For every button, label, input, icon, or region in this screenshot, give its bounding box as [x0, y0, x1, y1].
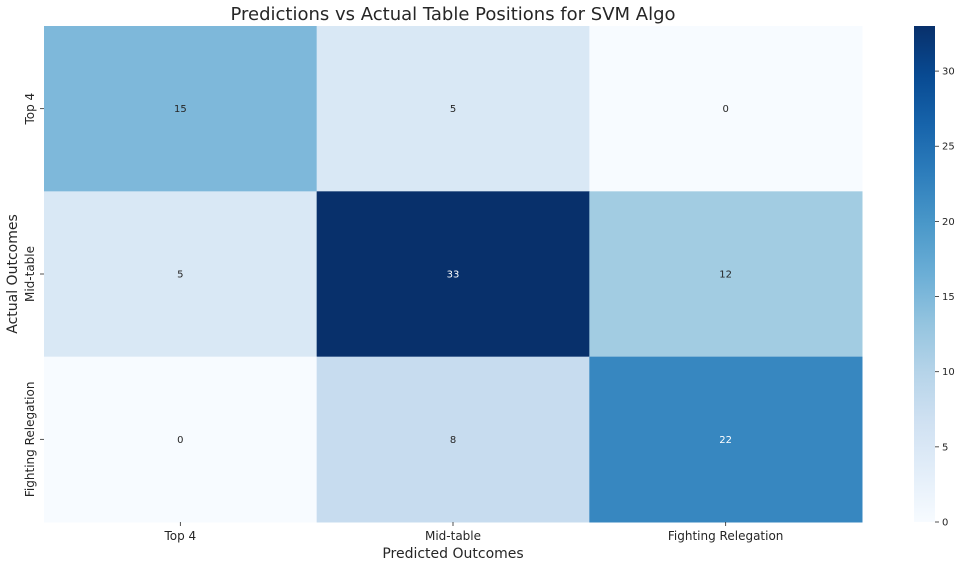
cell-value-label-r2-c0: 0	[177, 435, 183, 446]
x-tick-label-mid-table: Mid-table	[425, 529, 481, 543]
x-axis-label: Predicted Outcomes	[382, 546, 523, 562]
colorbar-tick-label-10: 10	[942, 367, 955, 378]
cell-value-label-r1-c2: 12	[719, 270, 732, 281]
x-axis-ticks: Top 4 Mid-table Fighting Relegation	[163, 522, 783, 543]
y-tick-label-fighting-relegation: Fighting Relegation	[23, 382, 37, 498]
x-tick-label-top-4: Top 4	[163, 529, 196, 543]
cell-value-label-r2-c2: 22	[719, 435, 732, 446]
heatmap-cell-r0-c2	[589, 26, 863, 192]
cell-value-label-r0-c1: 5	[450, 104, 456, 115]
heatmap-cell-r2-c1	[316, 356, 590, 523]
heatmap-cell-r2-c2	[589, 356, 863, 523]
cell-value-label-r1-c1: 33	[447, 270, 460, 281]
cell-value-label-r2-c1: 8	[450, 435, 456, 446]
colorbar-tick-label-20: 20	[942, 217, 955, 228]
colorbar-tick-label-30: 30	[942, 67, 955, 78]
heatmap-cell-r1-c2	[589, 191, 863, 358]
cell-value-label-r1-c0: 5	[177, 270, 183, 281]
heatmap-cell-r1-c0	[44, 191, 318, 358]
colorbar	[914, 26, 935, 522]
chart-title: Predictions vs Actual Table Positions fo…	[230, 4, 675, 25]
colorbar-tick-label-5: 5	[942, 442, 948, 453]
heatmap-cell-r1-c1	[316, 191, 590, 358]
heatmap-cell-r0-c1	[316, 26, 590, 192]
y-tick-label-mid-table: Mid-table	[23, 246, 37, 302]
y-tick-label-top-4: Top 4	[23, 93, 37, 126]
heatmap-cell-r0-c0	[44, 26, 318, 192]
colorbar-ticks: 0 5 10 15 20 25 30	[935, 67, 955, 529]
colorbar-tick-label-15: 15	[942, 292, 955, 303]
y-axis-label: Actual Outcomes	[5, 214, 21, 334]
heatmap-cell-r2-c0	[44, 356, 318, 523]
cell-value-label-r0-c0: 15	[174, 104, 187, 115]
cell-value-label-r0-c2: 0	[722, 104, 728, 115]
x-tick-label-fighting-relegation: Fighting Relegation	[668, 529, 784, 543]
y-axis-ticks: Top 4 Mid-table Fighting Relegation	[23, 93, 44, 497]
colorbar-tick-label-25: 25	[942, 142, 955, 153]
heatmap-cells: 15 5 0 5 33 12 0 8 22	[44, 26, 863, 523]
colorbar-tick-label-0: 0	[942, 518, 948, 529]
